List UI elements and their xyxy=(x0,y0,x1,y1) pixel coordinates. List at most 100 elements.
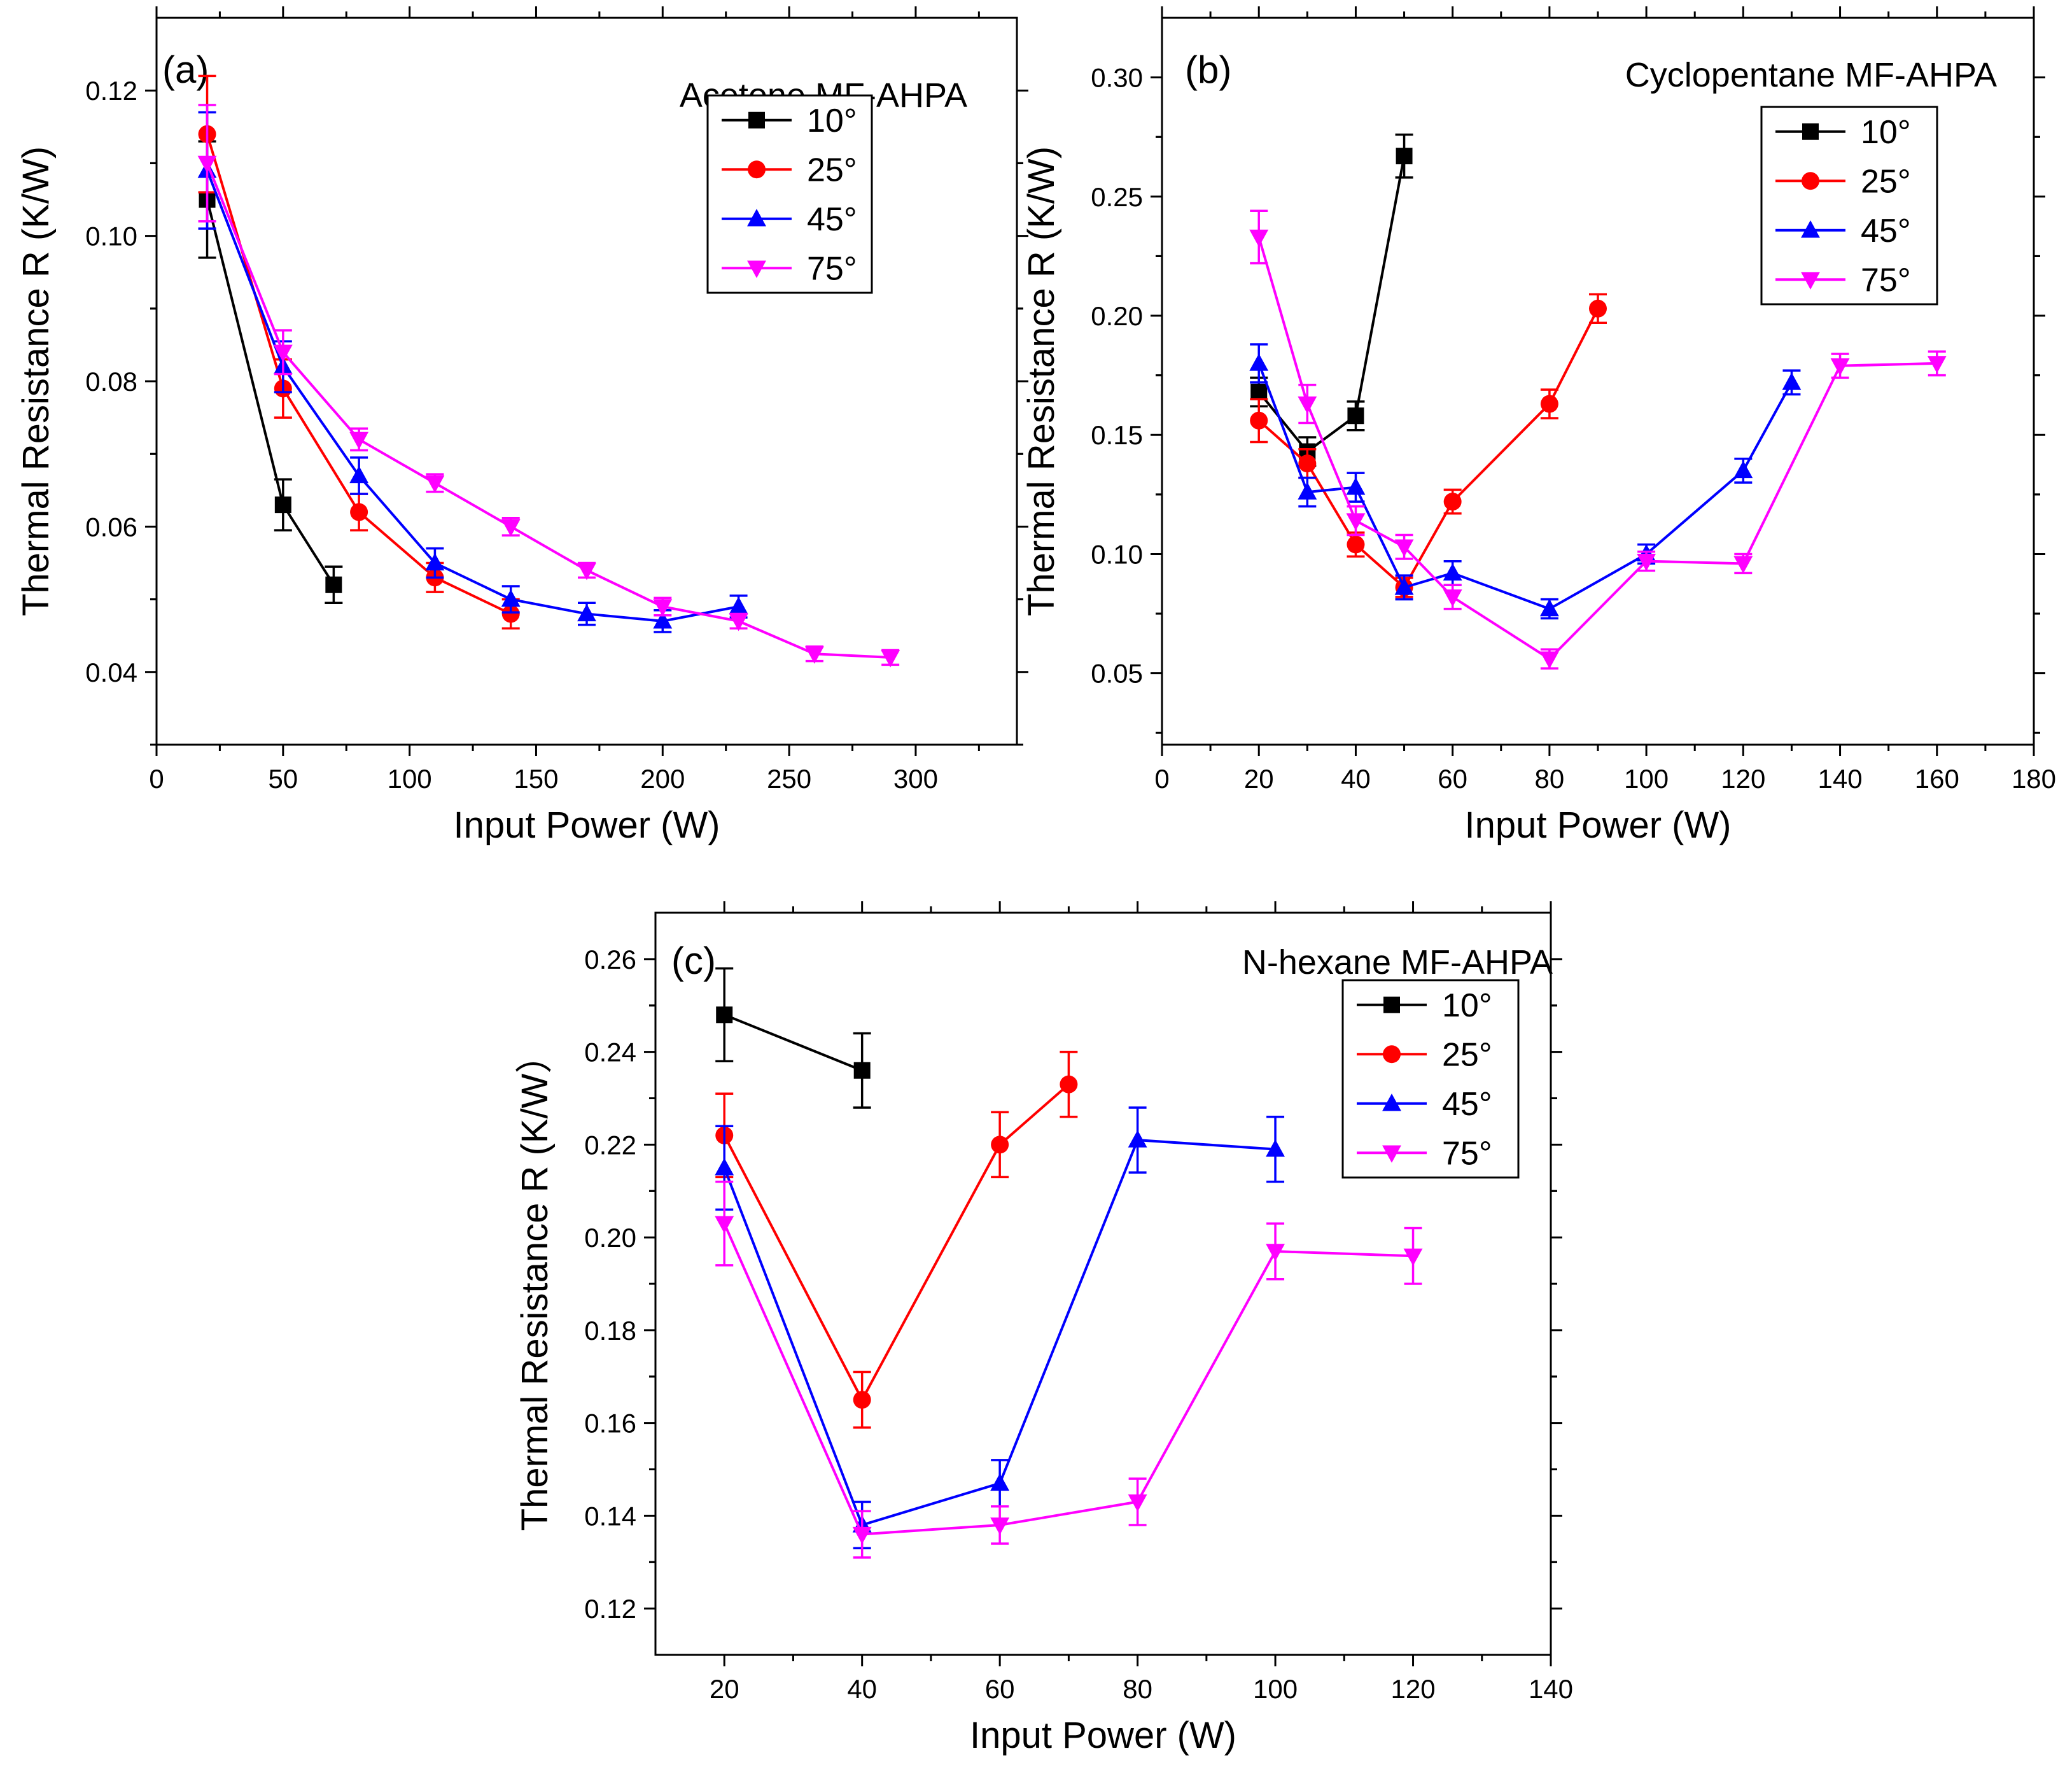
data-point xyxy=(1396,148,1413,165)
legend-box xyxy=(706,94,873,294)
x-axis-title: Input Power (W) xyxy=(1465,805,1732,846)
series-10deg xyxy=(1250,133,1413,467)
data-point xyxy=(1128,1494,1147,1512)
series-45deg xyxy=(197,111,748,633)
legend-label: 75° xyxy=(807,250,857,287)
data-point xyxy=(1589,299,1607,318)
data-point xyxy=(501,519,521,537)
x-tick-label: 120 xyxy=(1390,1674,1435,1704)
x-tick-label: 160 xyxy=(1915,764,1959,794)
x-tick-label: 140 xyxy=(1529,1674,1573,1704)
x-tick-label: 100 xyxy=(1253,1674,1298,1704)
y-tick-label: 0.05 xyxy=(1091,659,1143,689)
data-point xyxy=(881,650,900,668)
data-point xyxy=(729,614,748,631)
x-tick-label: 40 xyxy=(847,1674,877,1704)
data-point xyxy=(1346,477,1366,495)
data-point xyxy=(1060,1075,1078,1093)
x-tick-label: 50 xyxy=(268,764,298,794)
legend-marker xyxy=(1382,1093,1401,1111)
data-point xyxy=(715,1216,734,1234)
legend-marker xyxy=(1802,123,1819,140)
series-75deg xyxy=(1249,209,1947,670)
y-axis-title: Thermal Resistance R (K/W) xyxy=(15,146,57,616)
data-point xyxy=(653,611,673,629)
chart-panel-1: 0 50 100 150 200 250 300 0.04 0.06 0.08 0.10 0.12 In… xyxy=(15,6,1028,846)
legend: 10° 25° 45° 75° xyxy=(1341,979,1520,1179)
y-tick-label: 0.26 xyxy=(584,945,636,974)
x-tick-label: 140 xyxy=(1818,764,1863,794)
data-point xyxy=(1539,598,1559,617)
data-point xyxy=(1347,407,1364,425)
data-point xyxy=(1782,372,1802,390)
series-line xyxy=(1257,155,1406,454)
legend-label: 10° xyxy=(1861,114,1911,151)
legend-label: 75° xyxy=(1861,262,1911,299)
panel-label: (c) xyxy=(671,939,716,982)
x-tick-label: 20 xyxy=(1244,764,1274,794)
y-tick-label: 0.06 xyxy=(85,512,137,542)
legend: 10° 25° 45° 75° xyxy=(1760,106,1938,306)
series-line xyxy=(723,1223,1413,1536)
series-line xyxy=(206,134,512,615)
data-point xyxy=(853,1391,871,1409)
data-point xyxy=(501,589,521,607)
data-point xyxy=(425,552,445,571)
data-point xyxy=(273,344,293,362)
legend-marker xyxy=(1383,996,1400,1013)
data-point xyxy=(350,503,368,521)
data-point xyxy=(197,155,217,173)
data-point xyxy=(1403,1248,1423,1266)
y-axis-title: Thermal Resistance R (K/W) xyxy=(1021,146,1062,616)
data-point xyxy=(1298,454,1317,473)
legend-label: 45° xyxy=(1861,213,1911,250)
x-tick-label: 60 xyxy=(1438,764,1467,794)
data-point xyxy=(1266,1244,1285,1262)
data-point xyxy=(501,605,520,623)
data-point xyxy=(1249,353,1269,371)
x-axis-title: Input Power (W) xyxy=(970,1715,1236,1756)
legend-box xyxy=(1760,106,1938,306)
y-tick-label: 0.25 xyxy=(1091,182,1143,212)
data-point xyxy=(349,432,369,449)
x-tick-label: 150 xyxy=(514,764,558,794)
data-point xyxy=(1347,535,1365,554)
legend-label: 25° xyxy=(1861,163,1911,200)
data-point xyxy=(990,1517,1010,1535)
data-point xyxy=(1250,383,1268,400)
x-tick-label: 0 xyxy=(149,764,164,794)
series-45deg xyxy=(1249,343,1802,620)
data-point xyxy=(1298,482,1317,500)
data-point xyxy=(1266,1139,1285,1157)
chart-panel-2: 0 20 40 60 80 100 120 140 160 180 0.05 0.10 0.15 0.20… xyxy=(1021,6,2056,846)
legend-marker xyxy=(1802,172,1819,190)
y-tick-label: 0.04 xyxy=(85,657,137,687)
legend-marker xyxy=(747,209,766,227)
legend-marker xyxy=(1801,220,1820,238)
legend-label: 45° xyxy=(807,201,857,238)
series-line xyxy=(1257,236,1937,661)
data-point xyxy=(1443,493,1462,511)
data-point xyxy=(1927,356,1947,374)
series-10deg xyxy=(198,140,343,605)
x-tick-label: 120 xyxy=(1721,764,1765,794)
legend-label: 10° xyxy=(807,102,857,139)
data-point xyxy=(325,576,342,593)
panel-title: N-hexane MF-AHPA xyxy=(1242,943,1553,981)
data-point xyxy=(1394,539,1414,557)
series-10deg xyxy=(715,967,871,1109)
y-axis-title: Thermal Resistance R (K/W） xyxy=(514,1037,556,1531)
x-tick-label: 80 xyxy=(1123,1674,1152,1704)
data-point xyxy=(804,646,824,664)
y-tick-label: 0.12 xyxy=(584,1594,636,1624)
series-line xyxy=(206,199,335,586)
chart-panel-3: 20 40 60 80 100 120 140 0.12 0.14 0.16 0.18 0.20 0.2… xyxy=(514,901,1573,1756)
legend-label: 10° xyxy=(1442,987,1492,1024)
series-25deg xyxy=(715,1050,1078,1429)
x-tick-label: 20 xyxy=(710,1674,739,1704)
data-point xyxy=(1637,553,1656,572)
y-tick-label: 0.10 xyxy=(85,221,137,251)
data-point xyxy=(577,563,596,580)
legend-marker xyxy=(747,260,766,278)
